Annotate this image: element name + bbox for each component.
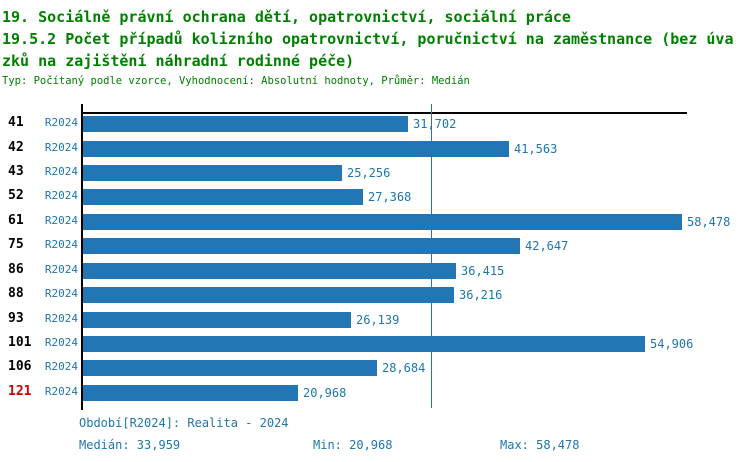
category-label: 41	[8, 115, 24, 130]
chart-header: 19. Sociálně právní ochrana dětí, opatro…	[2, 6, 750, 89]
bar-row: 86 R2024 36,415	[0, 259, 750, 283]
bar-row: 75 R2024 42,647	[0, 234, 750, 258]
value-bar	[83, 214, 682, 230]
period-label: R2024	[44, 385, 78, 398]
value-label: 28,684	[382, 361, 426, 375]
period-label: R2024	[44, 287, 78, 300]
value-label: 36,415	[461, 264, 505, 278]
category-label: 52	[8, 188, 24, 203]
value-label: 54,906	[650, 337, 694, 351]
bar-row: 88 R2024 36,216	[0, 283, 750, 307]
value-bar	[83, 263, 456, 279]
chart-meta-line: Typ: Počítaný podle vzorce, Vyhodnocení:…	[2, 75, 470, 87]
bar-row: 106 R2024 28,684	[0, 356, 750, 380]
value-label: 41,563	[514, 142, 558, 156]
value-label: 20,968	[303, 386, 347, 400]
period-label: R2024	[44, 214, 78, 227]
value-bar	[83, 141, 509, 157]
category-label: 121	[8, 384, 32, 399]
footer-median-label: Medián: 33,959	[79, 438, 181, 452]
period-label: R2024	[44, 312, 78, 325]
category-label: 43	[8, 164, 24, 179]
value-bar	[83, 165, 342, 181]
value-bar	[83, 336, 645, 352]
category-label: 61	[8, 213, 24, 228]
value-bar	[83, 189, 363, 205]
bar-row: 43 R2024 25,256	[0, 161, 750, 185]
value-label: 25,256	[347, 166, 391, 180]
period-label: R2024	[44, 360, 78, 373]
footer-max-label: Max: 58,478	[500, 438, 580, 452]
bar-row: 121 R2024 20,968	[0, 381, 750, 405]
value-label: 26,139	[356, 313, 400, 327]
category-label: 75	[8, 237, 24, 252]
period-label: R2024	[44, 141, 78, 154]
category-label: 86	[8, 262, 24, 277]
value-bar	[83, 385, 298, 401]
value-label: 36,216	[459, 288, 503, 302]
chart-title-line-1: 19. Sociálně právní ochrana dětí, opatro…	[2, 8, 571, 26]
value-bar	[83, 287, 454, 303]
period-label: R2024	[44, 238, 78, 251]
chart-title-line-3: zků na zajištění náhradní rodinné péče)	[2, 52, 355, 70]
y-axis-line	[81, 104, 83, 410]
period-label: R2024	[44, 165, 78, 178]
value-bar	[83, 116, 408, 132]
period-label: R2024	[44, 189, 78, 202]
footer-min-label: Min: 20,968	[313, 438, 393, 452]
value-label: 42,647	[525, 239, 569, 253]
bar-row: 41 R2024 31,702	[0, 112, 750, 136]
bar-row: 61 R2024 58,478	[0, 210, 750, 234]
period-label: R2024	[44, 336, 78, 349]
bar-row: 42 R2024 41,563	[0, 137, 750, 161]
chart-title-line-2: 19.5.2 Počet případů kolizního opatrovni…	[2, 30, 734, 48]
category-label: 42	[8, 140, 24, 155]
value-bar	[83, 238, 520, 254]
median-marker-line	[431, 104, 432, 408]
footer-period-label: Období[R2024]: Realita - 2024	[79, 416, 289, 430]
bar-row: 101 R2024 54,906	[0, 332, 750, 356]
value-label: 31,702	[413, 117, 457, 131]
period-label: R2024	[44, 116, 78, 129]
value-label: 27,368	[368, 190, 412, 204]
value-bar	[83, 312, 351, 328]
bar-row: 93 R2024 26,139	[0, 308, 750, 332]
bar-row: 52 R2024 27,368	[0, 185, 750, 209]
value-bar	[83, 360, 377, 376]
category-label: 106	[8, 359, 32, 374]
period-label: R2024	[44, 263, 78, 276]
category-label: 93	[8, 311, 24, 326]
top-axis-line	[81, 112, 687, 114]
category-label: 88	[8, 286, 24, 301]
category-label: 101	[8, 335, 32, 350]
value-label: 58,478	[687, 215, 731, 229]
